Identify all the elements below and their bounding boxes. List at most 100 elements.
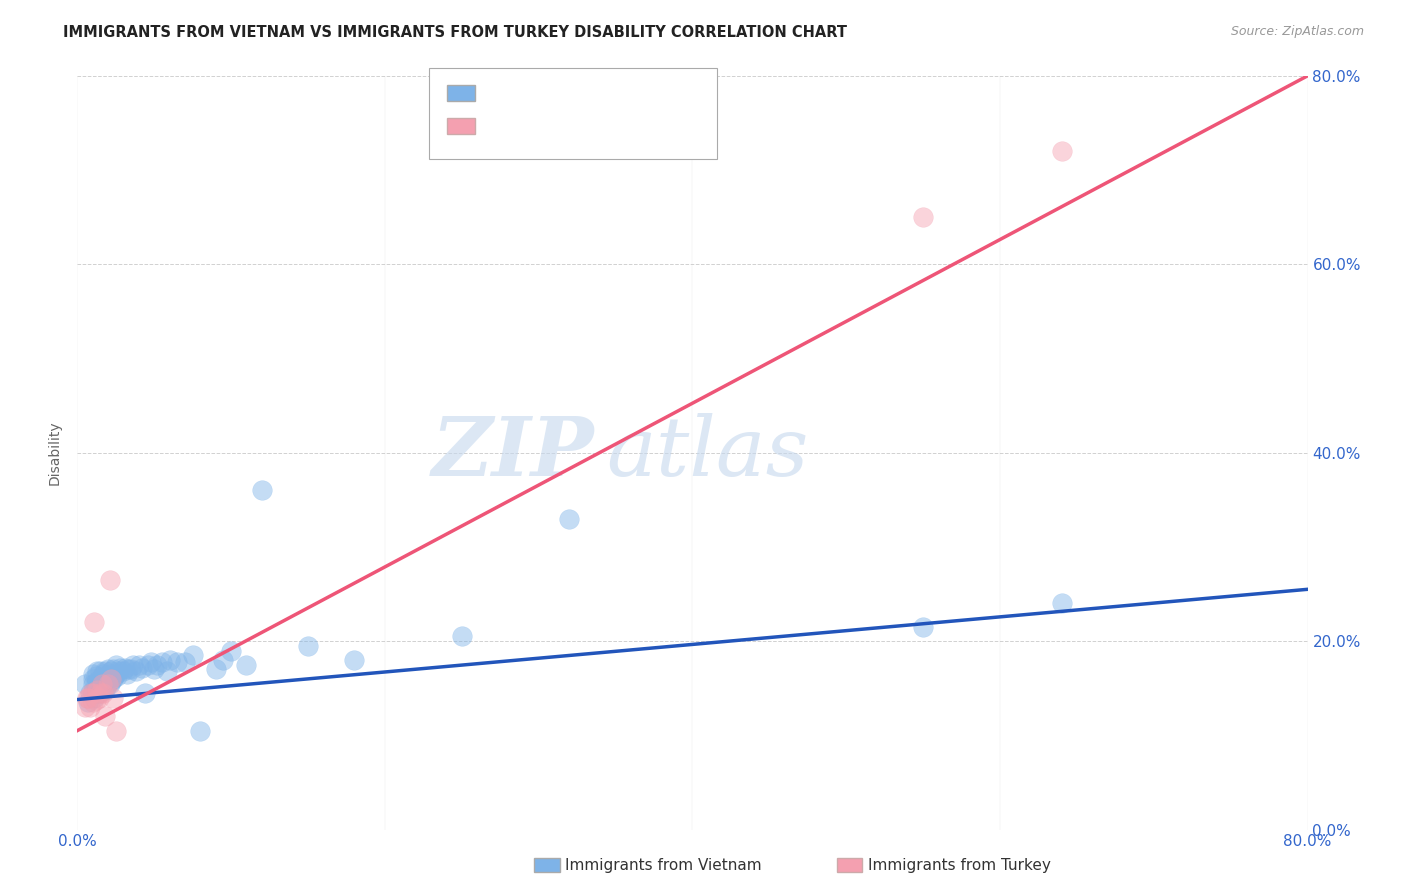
Point: [101, 690, 124, 705]
Point: [94, 665, 117, 679]
Point: [159, 653, 181, 667]
Point: [77, 690, 100, 705]
Text: IMMIGRANTS FROM VIETNAM VS IMMIGRANTS FROM TURKEY DISABILITY CORRELATION CHART: IMMIGRANTS FROM VIETNAM VS IMMIGRANTS FR…: [63, 25, 848, 40]
Point: [90, 679, 114, 693]
Point: [86, 683, 108, 698]
Point: [204, 662, 226, 676]
Point: [121, 657, 143, 672]
Point: [912, 620, 935, 634]
Point: [82, 676, 104, 690]
Text: R =: R =: [481, 83, 517, 101]
Point: [87, 686, 110, 700]
Point: [77, 695, 100, 709]
Point: [120, 662, 142, 676]
Point: [83, 615, 105, 630]
Point: [94, 683, 117, 698]
Point: [98, 667, 121, 681]
Point: [115, 667, 138, 681]
Point: [73, 676, 96, 690]
Text: N =: N =: [569, 116, 617, 134]
Point: [84, 669, 107, 683]
Point: [90, 670, 114, 684]
Point: [89, 673, 111, 688]
Text: N =: N =: [569, 83, 617, 101]
Point: [96, 669, 118, 683]
Point: [235, 657, 257, 672]
Point: [125, 665, 148, 679]
Point: [98, 573, 121, 587]
Point: [89, 686, 111, 700]
Point: [97, 662, 120, 676]
Point: [83, 690, 105, 705]
Point: [104, 723, 127, 738]
Point: [103, 670, 125, 684]
Text: 74: 74: [614, 83, 638, 101]
Point: [93, 686, 115, 700]
Text: atlas: atlas: [606, 413, 808, 492]
Point: [82, 667, 104, 681]
Point: [134, 686, 156, 700]
Text: 0.370: 0.370: [517, 83, 569, 101]
Point: [131, 660, 153, 674]
Point: [141, 655, 163, 669]
Point: [101, 662, 124, 676]
Point: [100, 673, 122, 688]
Point: [104, 657, 127, 672]
Point: [1050, 596, 1073, 610]
Point: [94, 673, 117, 688]
Point: [174, 655, 197, 669]
Point: [90, 676, 114, 690]
Text: 22: 22: [614, 116, 638, 134]
Point: [84, 692, 107, 706]
Text: Immigrants from Vietnam: Immigrants from Vietnam: [565, 858, 762, 872]
Point: [82, 686, 104, 700]
Point: [86, 681, 108, 696]
Point: [150, 655, 173, 669]
Point: [114, 660, 136, 674]
Point: [98, 676, 121, 690]
Point: [343, 653, 366, 667]
Point: [82, 695, 104, 709]
Point: [146, 657, 169, 672]
Point: [93, 667, 115, 681]
Text: Immigrants from Turkey: Immigrants from Turkey: [868, 858, 1050, 872]
Point: [1050, 144, 1073, 159]
Point: [80, 686, 103, 700]
Point: [250, 483, 273, 498]
Point: [143, 662, 166, 676]
Point: [117, 662, 139, 676]
Point: [93, 676, 115, 690]
Point: [100, 665, 122, 679]
Point: [105, 669, 128, 683]
Point: [450, 629, 472, 643]
Point: [297, 639, 319, 653]
Point: [79, 686, 101, 700]
Point: [219, 643, 242, 657]
Point: [79, 700, 101, 714]
Point: [89, 683, 111, 698]
Point: [87, 690, 110, 705]
Point: [76, 690, 98, 705]
Point: [82, 686, 104, 700]
Text: Source: ZipAtlas.com: Source: ZipAtlas.com: [1230, 25, 1364, 38]
Point: [89, 665, 111, 679]
Text: R =: R =: [481, 116, 517, 134]
Point: [212, 653, 235, 667]
Point: [97, 672, 120, 686]
Point: [110, 660, 132, 674]
Point: [128, 657, 150, 672]
Point: [104, 667, 127, 681]
Point: [101, 672, 124, 686]
Point: [96, 678, 118, 692]
Point: [912, 210, 935, 224]
Point: [188, 723, 212, 738]
Point: [558, 511, 581, 525]
Point: [100, 672, 122, 686]
Point: [108, 665, 131, 679]
Point: [84, 676, 107, 690]
Point: [73, 700, 96, 714]
Point: [97, 676, 120, 690]
Point: [155, 665, 177, 679]
Point: [86, 665, 108, 679]
Point: [82, 672, 104, 686]
